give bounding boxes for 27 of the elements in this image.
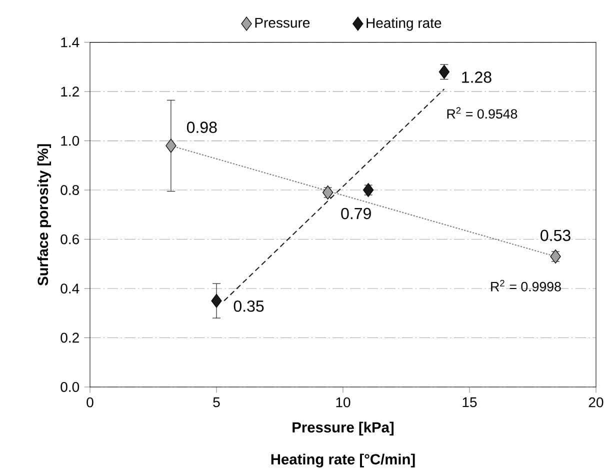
y-tick-label: 0.0 bbox=[60, 382, 80, 392]
y-axis-title: Surface porosity [%] bbox=[37, 144, 51, 286]
y-tick-label: 1.4 bbox=[61, 38, 80, 48]
y-tick-label: 0.2 bbox=[60, 332, 79, 343]
text: Heating rate [°C/min] bbox=[271, 454, 415, 468]
annotation: R$^{2}$ = 0.9548 bbox=[447, 107, 518, 119]
x-tick-label: 5 bbox=[213, 397, 220, 408]
legend-label: Heating rate bbox=[366, 18, 442, 31]
data-label: 0.35 bbox=[234, 300, 264, 312]
y-tick-label: 0.8 bbox=[60, 185, 79, 195]
y-tick-label: 0.6 bbox=[60, 234, 79, 244]
annotation: R$^{2}$ = 0.9998 bbox=[491, 280, 561, 292]
point bbox=[166, 138, 176, 153]
data-label: 0.98 bbox=[186, 122, 217, 133]
legend-label: Pressure bbox=[255, 18, 310, 28]
x-tick-label: 15 bbox=[462, 397, 477, 408]
x-tick-label: 0 bbox=[86, 397, 94, 408]
x-tick-label: 10 bbox=[336, 397, 350, 408]
y-tick-label: 0.4 bbox=[60, 284, 80, 294]
data-label: 1.28 bbox=[462, 72, 492, 83]
x-tick-label: 20 bbox=[588, 397, 604, 408]
y-tick-label: 1.2 bbox=[61, 86, 79, 96]
y-tick-label: 1.0 bbox=[61, 136, 80, 146]
data-label: 0.53 bbox=[540, 230, 570, 242]
data-label: 0.79 bbox=[341, 208, 371, 220]
x-axis-title: Pressure [kPa] bbox=[292, 422, 394, 436]
point bbox=[211, 294, 222, 308]
